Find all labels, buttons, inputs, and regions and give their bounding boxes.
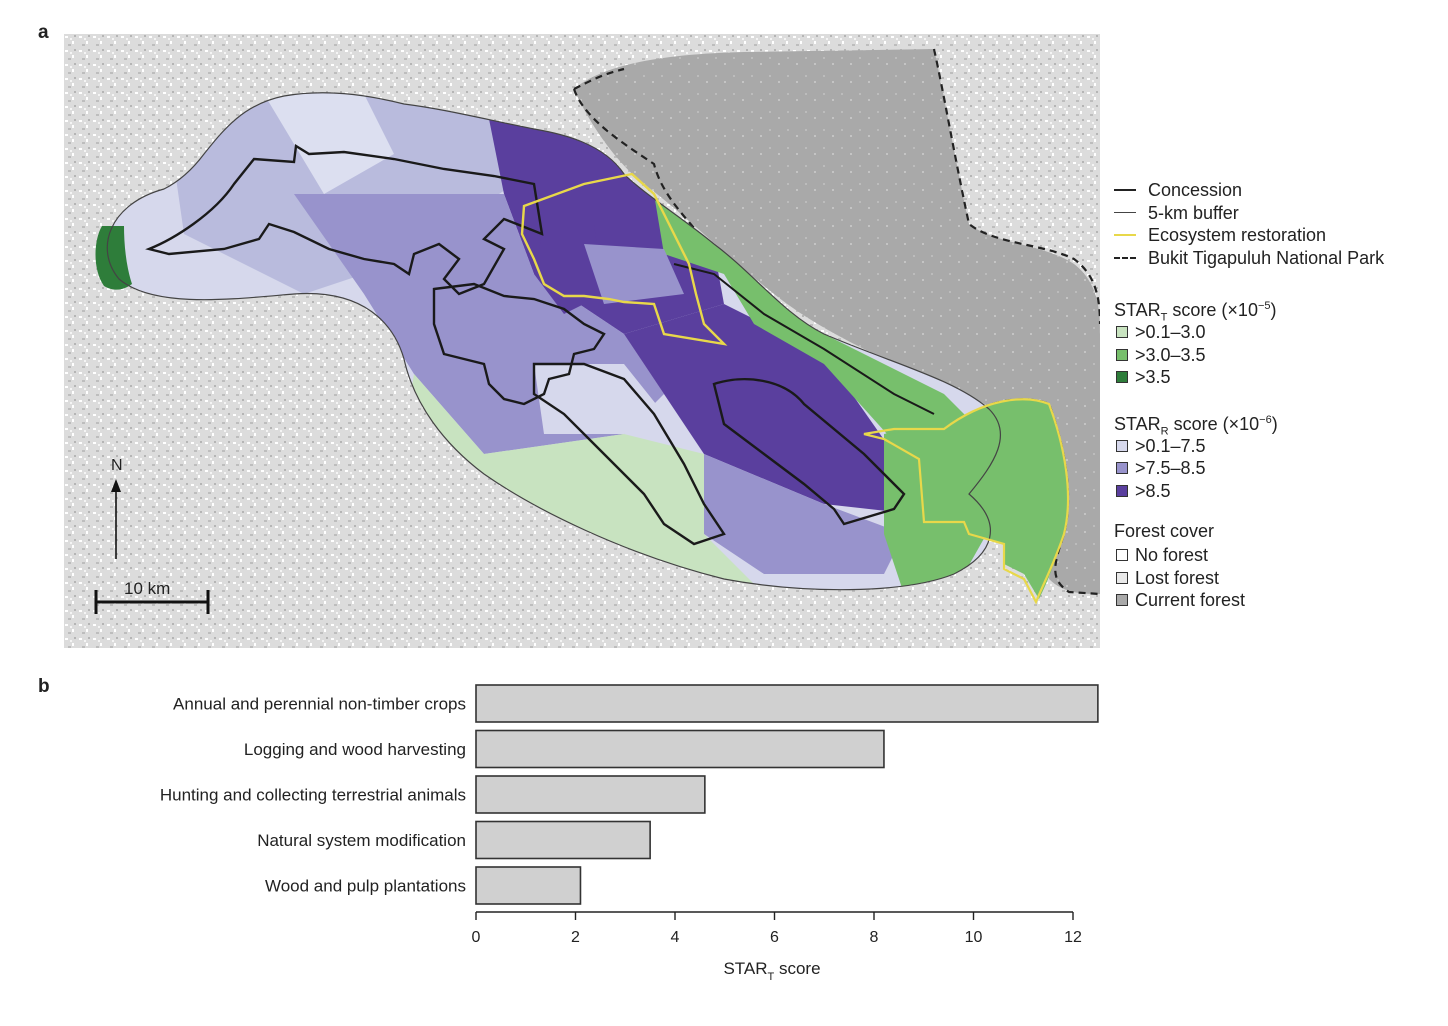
legend-swatch [1116,371,1128,384]
legend-forest-classes: No forest Lost forest Current forest [1114,544,1384,612]
legend-line-label: 5-km buffer [1148,202,1239,223]
legend-swatch [1116,348,1128,361]
x-axis-label: START score [723,959,820,983]
panel-a-letter: a [38,22,49,43]
legend-swatch [1116,484,1128,497]
legend-star-r-classes: >0.1–7.5 >7.5–8.5 >8.5 [1114,435,1384,503]
buffer-outline [106,92,1001,591]
legend-swatch [1116,326,1128,339]
legend-swatch [1116,571,1128,584]
x-tick-label: 12 [1064,929,1082,946]
category-label: Hunting and collecting terrestrial anima… [160,786,466,805]
legend-line-item: Ecosystem restoration [1114,224,1384,247]
legend-class-item: >0.1–3.0 [1114,321,1384,344]
x-tick-label: 0 [472,929,481,946]
bar [475,775,706,814]
legend-line-label: Concession [1148,180,1243,201]
legend-line-label: Bukit Tigapuluh National Park [1148,247,1385,268]
bar [475,820,651,860]
legend-class-label: >3.5 [1135,367,1171,388]
legend-boundaries: Concession 5-km buffer Ecosystem restorati… [1114,179,1384,269]
legend-class-item: Lost forest [1114,567,1384,590]
concession-outline-east [712,378,906,526]
legend-class-label: Current forest [1135,590,1246,611]
x-tick-label: 2 [571,929,580,946]
legend-swatch [1116,462,1128,475]
west-high-star-t-patch [95,226,132,290]
current-forest-area [574,49,1100,594]
legend-line-item: Bukit Tigapuluh National Park [1114,247,1384,270]
legend-class-item: >3.5 [1114,366,1384,389]
panel-b-letter: b [38,676,50,697]
legend-line-symbol [1114,256,1136,259]
legend-class-label: >3.0–3.5 [1135,344,1206,365]
x-tick-label: 6 [770,929,779,946]
legend-line-item: 5-km buffer [1114,202,1384,225]
legend-swatch [1116,439,1128,452]
legend-class-label: No forest [1135,545,1209,566]
legend-line-symbol [1114,212,1136,214]
x-tick-label: 10 [965,929,983,946]
star-t-heading: START score (×10−5) [1114,300,1277,324]
bar [475,729,885,769]
star-r-heading: STARR score (×10−6) [1114,413,1278,438]
category-label: Annual and perennial non-timber crops [173,695,466,714]
legend-line-label: Ecosystem restoration [1148,225,1327,246]
legend-swatch [1116,594,1128,607]
category-label: Wood and pulp plantations [265,877,466,896]
legend-line-symbol [1114,189,1136,192]
scale-label: 10 km [124,579,170,598]
legend-class-label: >0.1–7.5 [1135,435,1206,456]
concession-map: N 10 km [64,34,1100,648]
concession-outline-central [432,282,606,406]
restoration-east-zone [884,399,1069,599]
restoration-outline-east [863,398,1070,605]
scale-bar [94,590,210,614]
legend-class-label: >7.5–8.5 [1135,458,1206,479]
legend-class-item: >8.5 [1114,480,1384,503]
legend-class-label: >8.5 [1135,480,1171,501]
legend-class-item: >3.0–3.5 [1114,344,1384,367]
legend-class-label: >0.1–3.0 [1135,322,1206,343]
legend-class-item: >0.1–7.5 [1114,435,1384,458]
bar [475,866,582,905]
map-legend: Concession 5-km buffer Ecosystem restorati… [1114,179,1384,612]
x-tick-label: 4 [671,929,680,946]
legend-class-label: Lost forest [1135,567,1220,588]
x-tick-label: 8 [870,929,879,946]
category-label: Natural system modification [257,831,466,850]
north-label: N [111,457,123,474]
threat-bar-chart: Annual and perennial non-timber crops Log… [160,684,1099,983]
legend-line-symbol [1114,234,1136,237]
north-arrow [111,479,121,559]
legend-class-item: Current forest [1114,589,1384,612]
category-label: Logging and wood harvesting [244,740,466,759]
legend-star-t-classes: >0.1–3.0 >3.0–3.5 >3.5 [1114,321,1384,389]
bar [475,684,1099,723]
concession-outline-south [532,362,726,546]
restoration-outline-west [520,172,728,346]
forest-cover-heading: Forest cover [1114,521,1215,541]
legend-class-item: No forest [1114,544,1384,567]
legend-swatch [1116,549,1128,562]
legend-class-item: >7.5–8.5 [1114,457,1384,480]
legend-line-item: Concession [1114,179,1384,202]
concession-outline-north [145,144,544,296]
